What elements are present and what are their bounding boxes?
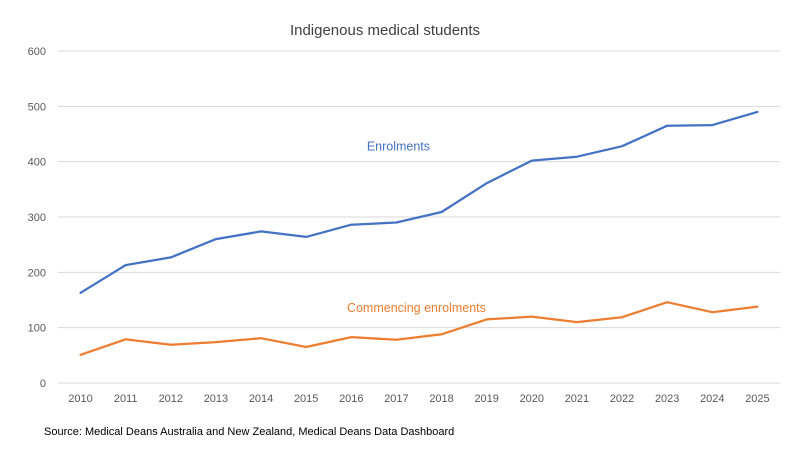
x-tick-label: 2021	[565, 393, 589, 405]
x-tick-label: 2010	[68, 393, 92, 405]
series-label: Enrolments	[367, 140, 430, 154]
gridlines	[58, 50, 780, 329]
y-tick-label: 500	[28, 101, 46, 113]
series-line-commencing-enrolments	[79, 301, 759, 356]
series	[79, 110, 759, 356]
x-tick-label: 2022	[610, 393, 634, 405]
y-tick-label: 600	[28, 46, 46, 58]
x-tick-label: 2014	[249, 393, 273, 405]
y-tick-label: 300	[28, 212, 46, 224]
chart-title: Indigenous medical students	[289, 22, 481, 39]
axes: 0 100 200 300 400 500 600 2010 2011 2012 2013 2014 2…	[28, 46, 780, 405]
x-tick-label: 2020	[520, 393, 544, 405]
y-tick-label: 100	[28, 323, 46, 335]
y-tick-label: 200	[28, 267, 46, 279]
y-tick-label: 400	[28, 157, 46, 169]
x-tick-label: 2018	[429, 393, 453, 405]
x-tick-label: 2012	[159, 393, 183, 405]
x-tick-label: 2013	[204, 393, 228, 405]
x-tick-label: 2017	[384, 393, 408, 405]
series-line-enrolments	[79, 110, 759, 294]
x-tick-label: 2024	[700, 393, 724, 405]
x-tick-label: 2025	[745, 393, 769, 405]
x-tick-label: 2016	[339, 393, 363, 405]
x-tick-label: 2015	[294, 393, 318, 405]
x-tick-label: 2019	[474, 393, 498, 405]
x-tick-label: 2011	[114, 393, 138, 405]
y-tick-label: 0	[40, 378, 46, 390]
x-tick-label: 2023	[655, 393, 679, 405]
series-label: Commencing enrolments	[347, 301, 486, 315]
source-note: Source: Medical Deans Australia and New …	[44, 426, 455, 438]
series-labels: Enrolments Commencing enrolments	[347, 140, 486, 315]
